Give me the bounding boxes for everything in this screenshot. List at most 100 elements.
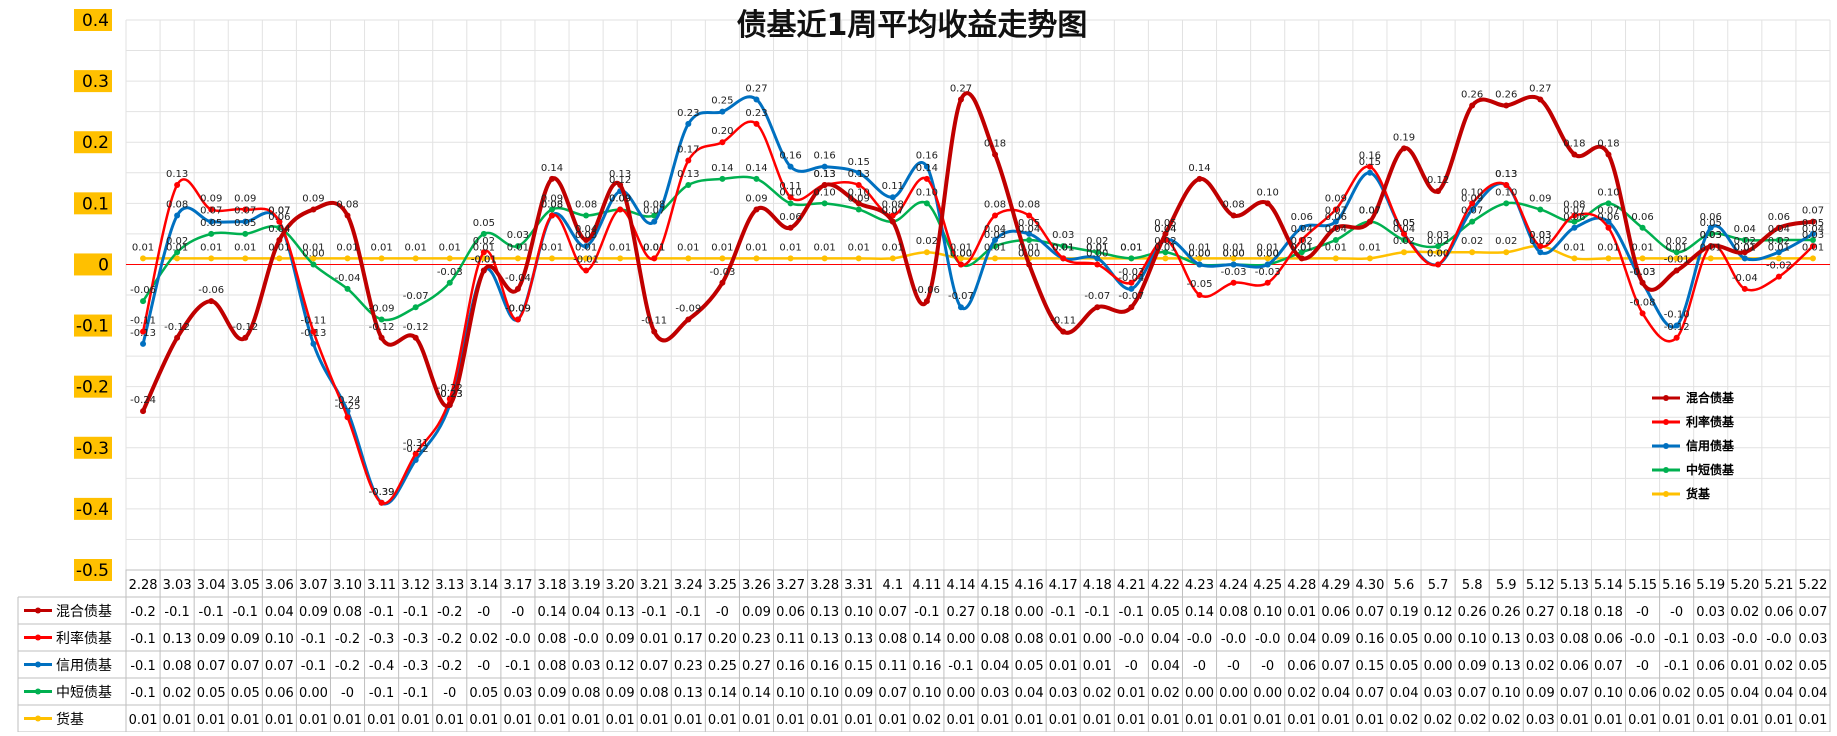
data-label: 0.10	[1597, 187, 1619, 198]
data-label: 0.04	[1154, 224, 1176, 235]
table-cell: 0.05	[1390, 659, 1419, 674]
y-tick-bg	[74, 253, 112, 276]
data-point	[719, 255, 726, 262]
table-cell: 0.00	[946, 632, 975, 647]
x-tick-label: 3.07	[299, 578, 328, 593]
table-cell: 0.09	[231, 632, 260, 647]
table-cell: -0.2	[130, 605, 155, 620]
data-label: 0.01	[1597, 242, 1619, 253]
data-point	[1162, 249, 1169, 256]
table-cell: -0	[716, 605, 729, 620]
table-cell: 0.01	[1730, 659, 1759, 674]
data-point	[549, 175, 555, 182]
data-label: 0.00	[1222, 248, 1244, 259]
data-label: 0.06	[1597, 212, 1619, 223]
table-cell: 0.01	[1015, 713, 1044, 728]
data-label: 0.07	[1359, 206, 1381, 217]
data-point	[208, 218, 215, 225]
data-point	[1605, 151, 1612, 158]
data-point	[1571, 212, 1578, 219]
data-point	[140, 408, 147, 415]
table-cell: 0.16	[810, 659, 839, 674]
table-cell: -0	[477, 605, 490, 620]
data-label: 0.01	[1700, 242, 1722, 253]
y-tick-bg	[74, 192, 112, 215]
data-point	[1571, 218, 1578, 225]
table-cell: 0.00	[946, 686, 975, 701]
table-cell: 0.13	[1492, 659, 1521, 674]
data-point	[1673, 249, 1680, 256]
table-cell: 0.11	[776, 632, 805, 647]
table-cell: -0.0	[1255, 632, 1280, 647]
table-series-name: 混合债基	[56, 603, 112, 620]
data-label: 0.14	[1188, 163, 1210, 174]
table-cell: -0.1	[948, 659, 973, 674]
table-cell: 0.09	[844, 686, 873, 701]
x-tick-label: 3.31	[844, 578, 873, 593]
data-point	[1162, 255, 1169, 262]
data-point	[957, 96, 964, 103]
x-tick-label: 4.29	[1321, 578, 1350, 593]
data-label: -0.07	[948, 291, 974, 302]
x-tick-label: 4.1	[882, 578, 903, 593]
data-label: 0.03	[507, 230, 529, 241]
data-label: -0.03	[1118, 267, 1144, 278]
data-point	[1128, 255, 1135, 262]
data-label: 0.08	[336, 200, 358, 211]
data-label: 0.03	[1802, 230, 1824, 241]
data-point	[174, 212, 181, 219]
table-cell: 0.03	[1049, 686, 1078, 701]
table-cell: -0.1	[505, 659, 530, 674]
data-point	[821, 255, 828, 262]
table-cell: -0	[511, 605, 524, 620]
data-point	[923, 298, 930, 305]
data-label: -0.32	[403, 444, 429, 455]
table-cell: 0.01	[810, 713, 839, 728]
table-cell: 0.14	[708, 686, 737, 701]
table-cell: -0.1	[676, 605, 701, 620]
data-label: 0.09	[1529, 193, 1551, 204]
table-cell: 0.02	[1492, 713, 1521, 728]
data-point	[1332, 255, 1339, 262]
data-label: 0.01	[677, 242, 699, 253]
data-label: 0.06	[779, 212, 801, 223]
data-point	[174, 249, 181, 256]
table-cell: 0.12	[606, 659, 635, 674]
data-label: 0.01	[1120, 242, 1142, 253]
table-cell: 0.00	[1083, 632, 1112, 647]
data-label: -0.03	[1221, 267, 1247, 278]
data-point	[1435, 188, 1442, 195]
x-tick-label: 5.22	[1798, 578, 1827, 593]
table-legend-marker	[35, 607, 41, 614]
table-cell: 0.01	[231, 713, 260, 728]
data-point	[378, 255, 385, 262]
data-point	[1401, 145, 1407, 152]
table-cell: 0.05	[1798, 659, 1827, 674]
data-point	[480, 230, 487, 237]
table-cell: 0.01	[1083, 713, 1112, 728]
data-point	[1809, 255, 1816, 262]
data-label: 0.06	[1563, 212, 1585, 223]
table-legend-marker	[35, 715, 41, 722]
data-point	[1809, 237, 1816, 243]
table-cell: 0.01	[1730, 713, 1759, 728]
table-legend-marker	[35, 688, 41, 695]
data-point	[208, 206, 215, 213]
data-label: 0.18	[984, 138, 1006, 149]
x-tick-label: 3.12	[401, 578, 430, 593]
data-label: 0.13	[848, 169, 870, 180]
table-cell: -0.3	[369, 632, 394, 647]
table-cell: 0.04	[1730, 686, 1759, 701]
x-tick-label: 5.7	[1428, 578, 1449, 593]
x-tick-label: 4.28	[1287, 578, 1316, 593]
data-label: 0.01	[1291, 242, 1313, 253]
data-point	[1230, 212, 1237, 219]
data-point	[1741, 237, 1748, 243]
table-cell: 0.10	[265, 632, 294, 647]
data-point	[1469, 200, 1476, 207]
table-cell: 0.00	[1015, 605, 1044, 620]
table-cell: 0.04	[981, 659, 1010, 674]
x-tick-label: 3.05	[231, 578, 260, 593]
data-point	[140, 298, 147, 305]
